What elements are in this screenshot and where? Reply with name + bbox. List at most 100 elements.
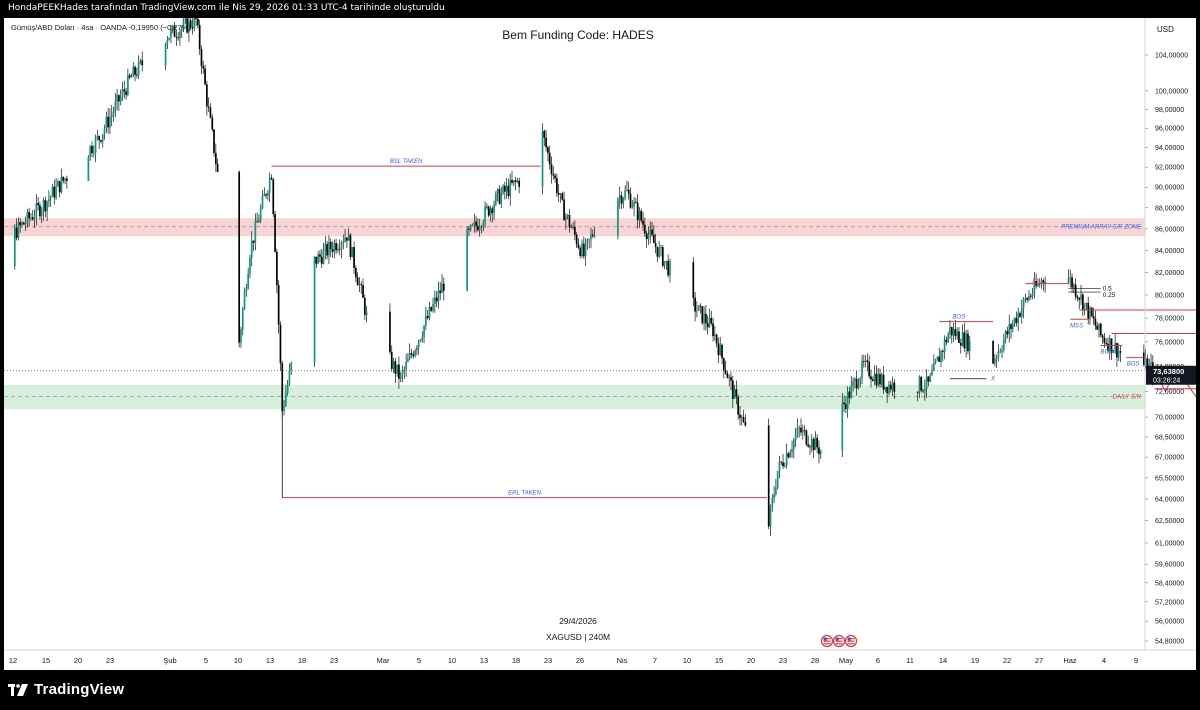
x-tick-label: 19: [971, 656, 979, 665]
candle-down: [1103, 337, 1106, 343]
candle-down: [1010, 324, 1012, 330]
candle-down: [53, 186, 56, 198]
candle-up: [778, 461, 781, 472]
candle-down: [548, 152, 551, 165]
candle-down: [1105, 342, 1108, 344]
candle-up: [425, 316, 427, 326]
daily-zone-band: [4, 385, 1145, 410]
candle-up: [284, 393, 287, 406]
candle-down: [866, 360, 869, 362]
candle-down: [98, 136, 101, 141]
candle-up: [880, 374, 883, 385]
candle-down: [730, 377, 732, 381]
candle-up: [17, 222, 20, 239]
candle-down: [547, 147, 549, 153]
candle-up: [940, 351, 942, 362]
candle-up: [116, 95, 118, 102]
x-tick-label: 23: [779, 656, 787, 665]
candle-down: [507, 185, 510, 197]
candle-up: [1028, 295, 1030, 300]
economic-event-icon[interactable]: [844, 634, 858, 648]
candle-down: [642, 220, 644, 225]
candle-up: [110, 114, 113, 118]
candle-down: [737, 396, 740, 415]
candle-down: [694, 297, 696, 312]
y-tick-label: 78,00000: [1155, 316, 1184, 323]
candle-up: [139, 60, 142, 62]
candle-up: [1112, 350, 1115, 353]
candle-down: [141, 60, 144, 66]
economic-event-icon[interactable]: [832, 634, 846, 648]
candle-up: [33, 217, 36, 220]
candle-down: [627, 189, 630, 194]
candle-down: [491, 208, 494, 214]
candle-up: [697, 305, 700, 311]
candle-down: [782, 462, 784, 467]
candle-down: [390, 351, 393, 369]
candle-down: [435, 297, 438, 302]
candle-up: [669, 262, 671, 276]
candle-up: [647, 234, 650, 240]
economic-event-icon[interactable]: [820, 634, 834, 648]
x-tick-label: Haz: [1063, 656, 1077, 665]
candle-up: [740, 417, 743, 419]
candle-up: [1067, 278, 1070, 284]
candle-up: [188, 20, 190, 33]
candle-down: [319, 254, 321, 257]
candle-down: [557, 193, 560, 195]
candle-down: [276, 251, 278, 286]
candle-up: [1080, 294, 1082, 300]
candle-up: [801, 430, 804, 433]
x-tick-label: 5: [417, 656, 421, 665]
candle-down: [107, 116, 109, 128]
candle-up: [42, 200, 45, 212]
candle-up: [1022, 298, 1025, 309]
candle-down: [739, 414, 741, 419]
candle-up: [408, 353, 411, 359]
candle-up: [89, 146, 92, 157]
x-tick-label: 9: [1134, 656, 1138, 665]
candle-down: [800, 427, 802, 433]
candle-down: [238, 171, 241, 343]
candle-up: [241, 309, 244, 330]
candle-up: [798, 427, 801, 429]
candle-up: [929, 374, 932, 382]
candle-up: [541, 130, 544, 187]
x-tick-label: 20: [74, 656, 82, 665]
author-caption: HondaPEEKHades tarafından TradingView.co…: [8, 3, 445, 13]
candle-down: [277, 285, 280, 325]
candle-up: [317, 254, 319, 264]
y-tick-label: 82,00000: [1155, 270, 1184, 277]
candle-up: [392, 361, 395, 369]
candle-down: [721, 344, 723, 359]
candle-up: [414, 350, 416, 357]
candle-up: [1020, 308, 1023, 317]
candle-down: [197, 18, 199, 26]
candle-down: [270, 177, 273, 180]
candle-down: [58, 181, 61, 193]
candle-up: [505, 185, 508, 192]
candle-down: [645, 233, 648, 240]
candle-down: [1074, 284, 1077, 297]
x-marker-1: X: [990, 377, 996, 383]
candle-up: [478, 227, 481, 231]
candle-down: [958, 331, 960, 343]
candle-up: [333, 243, 336, 252]
candle-down: [136, 74, 138, 76]
chart-frame[interactable]: BSL TAKEN ERL TAKEN PREMIUM ARRAY S/R ZONE…: [4, 18, 1196, 670]
candle-down: [879, 374, 881, 385]
candle-up: [92, 152, 95, 154]
y-tick-label: 64,00000: [1155, 497, 1184, 504]
price-chart[interactable]: BSL TAKEN ERL TAKEN PREMIUM ARRAY S/R ZONE…: [4, 18, 1196, 670]
candle-down: [1044, 282, 1046, 284]
candle-down: [652, 234, 655, 243]
candle-down: [803, 430, 806, 431]
candle-up: [101, 134, 104, 142]
candle-down: [200, 49, 203, 67]
tradingview-logo-icon: [8, 683, 28, 696]
candle-down: [360, 284, 363, 286]
x-tick-label: 13: [266, 656, 274, 665]
tradingview-logo[interactable]: TradingView: [8, 681, 124, 698]
x-tick-label: 18: [298, 656, 306, 665]
candle-up: [109, 117, 111, 128]
